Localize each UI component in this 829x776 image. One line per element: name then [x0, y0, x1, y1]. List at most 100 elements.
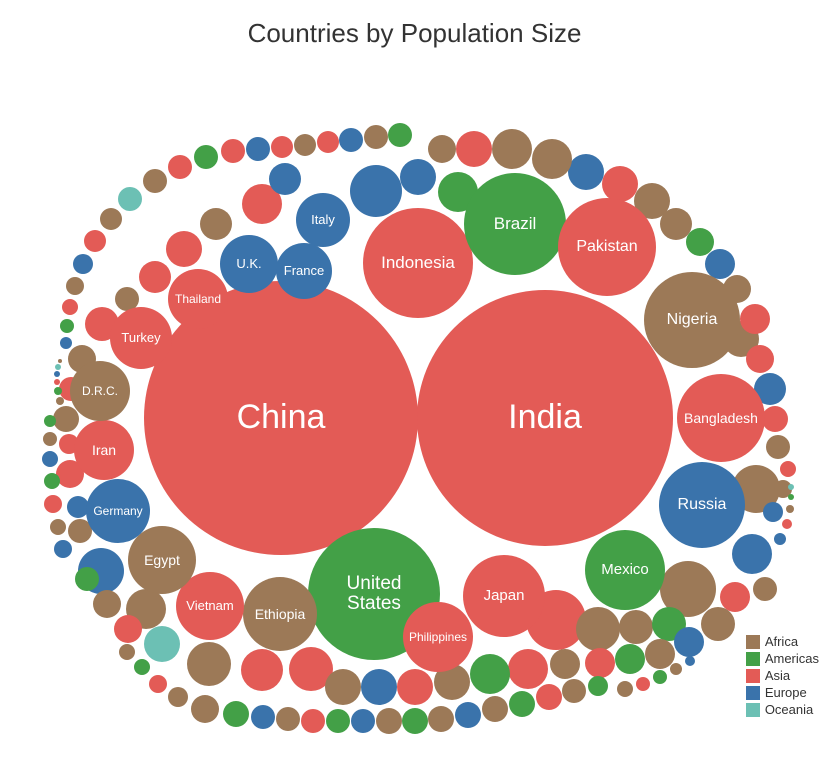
bubble-label: Nigeria — [667, 312, 718, 329]
bubble-thailand: Thailand — [168, 269, 228, 329]
bubble-small — [223, 701, 249, 727]
bubble-small — [455, 702, 481, 728]
bubble-small — [763, 502, 783, 522]
legend: AfricaAmericasAsiaEuropeOceania — [746, 634, 819, 719]
bubble-small — [536, 684, 562, 710]
bubble-small — [269, 163, 301, 195]
bubble-d-r-c-: D.R.C. — [70, 361, 130, 421]
legend-label: Africa — [765, 634, 798, 649]
bubble-russia: Russia — [659, 462, 745, 548]
bubble-label: Russia — [678, 497, 727, 514]
bubble-small — [43, 432, 57, 446]
bubble-small — [54, 387, 62, 395]
bubble-small — [780, 461, 796, 477]
bubble-label: D.R.C. — [82, 385, 118, 398]
bubble-small — [143, 169, 167, 193]
bubble-pakistan: Pakistan — [558, 198, 656, 296]
bubble-small — [53, 406, 79, 432]
legend-swatch — [746, 652, 760, 666]
legend-swatch — [746, 703, 760, 717]
bubble-label: Brazil — [494, 215, 537, 233]
bubble-label: China — [237, 400, 326, 436]
bubble-label: UnitedStates — [347, 574, 402, 614]
bubble-small — [509, 691, 535, 717]
bubble-small — [670, 663, 682, 675]
bubble-indonesia: Indonesia — [363, 208, 473, 318]
bubble-small — [492, 129, 532, 169]
legend-item-americas: Americas — [746, 651, 819, 666]
bubble-small — [562, 679, 586, 703]
bubble-label: Japan — [484, 588, 525, 604]
bubble-small — [720, 582, 750, 612]
bubble-small — [114, 615, 142, 643]
bubble-label: Italy — [311, 213, 335, 227]
bubble-small — [456, 131, 492, 167]
bubble-label: France — [284, 264, 324, 278]
bubble-small — [42, 451, 58, 467]
legend-item-africa: Africa — [746, 634, 819, 649]
bubble-label: Germany — [93, 505, 142, 518]
bubble-small — [56, 397, 64, 405]
bubble-small — [397, 669, 433, 705]
bubble-small — [75, 567, 99, 591]
bubble-small — [62, 299, 78, 315]
bubble-small — [301, 709, 325, 733]
bubble-label: Mexico — [601, 562, 649, 578]
bubble-small — [774, 533, 786, 545]
bubble-small — [653, 670, 667, 684]
bubble-small — [73, 254, 93, 274]
bubble-iran: Iran — [74, 420, 134, 480]
bubble-label: Philippines — [409, 631, 467, 644]
bubble-label: U.K. — [236, 257, 261, 271]
bubble-small — [54, 371, 60, 377]
bubble-small — [149, 675, 167, 693]
legend-swatch — [746, 686, 760, 700]
bubble-label: Egypt — [144, 553, 180, 568]
bubble-small — [187, 642, 231, 686]
bubble-small — [636, 677, 650, 691]
bubble-small — [568, 154, 604, 190]
bubble-small — [168, 687, 188, 707]
bubble-small — [588, 676, 608, 696]
bubble-chart: China India UnitedStates Indonesia Brazil Pak… — [0, 49, 829, 776]
legend-swatch — [746, 635, 760, 649]
bubble-small — [221, 139, 245, 163]
bubble-small — [746, 345, 774, 373]
bubble-label: Bangladesh — [684, 411, 758, 426]
bubble-small — [428, 706, 454, 732]
bubble-small — [100, 208, 122, 230]
bubble-small — [60, 319, 74, 333]
legend-swatch — [746, 669, 760, 683]
bubble-small — [351, 709, 375, 733]
bubble-small — [376, 708, 402, 734]
bubble-label: Indonesia — [381, 254, 455, 272]
bubble-france: France — [276, 243, 332, 299]
bubble-small — [740, 304, 770, 334]
bubble-small — [271, 136, 293, 158]
bubble-small — [246, 137, 270, 161]
bubble-small — [762, 406, 788, 432]
bubble-japan: Japan — [463, 555, 545, 637]
bubble-small — [388, 123, 412, 147]
bubble-turkey: Turkey — [110, 307, 172, 369]
bubble-small — [317, 131, 339, 153]
bubble-small — [428, 135, 456, 163]
bubble-small — [194, 145, 218, 169]
legend-item-asia: Asia — [746, 668, 819, 683]
bubble-small — [144, 626, 180, 662]
bubble-small — [674, 627, 704, 657]
bubble-label: Turkey — [121, 331, 160, 345]
bubble-label: India — [508, 400, 582, 436]
bubble-small — [686, 228, 714, 256]
bubble-nigeria: Nigeria — [644, 272, 740, 368]
bubble-label: Iran — [92, 443, 116, 458]
bubble-ethiopia: Ethiopia — [243, 577, 317, 651]
bubble-small — [168, 155, 192, 179]
bubble-italy: Italy — [296, 193, 350, 247]
legend-item-oceania: Oceania — [746, 702, 819, 717]
bubble-small — [766, 435, 790, 459]
bubble-germany: Germany — [86, 479, 150, 543]
bubble-small — [576, 607, 620, 651]
bubble-small — [93, 590, 121, 618]
bubble-small — [602, 166, 638, 202]
